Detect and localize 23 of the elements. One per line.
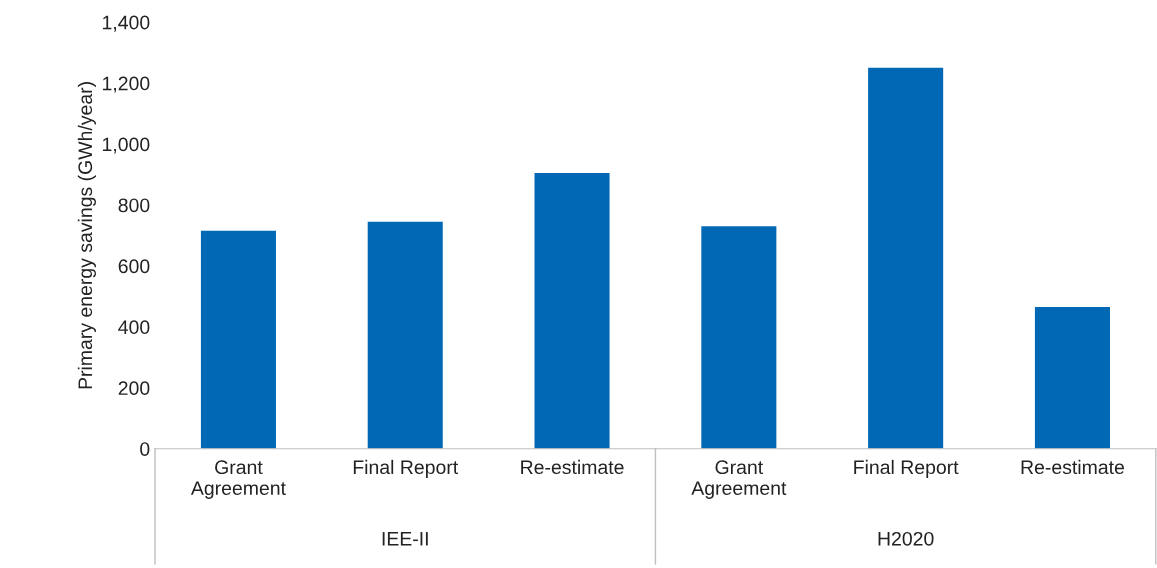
x-tick-label: Final Report — [854, 459, 959, 478]
bar — [1034, 307, 1110, 449]
y-tick-label: 400 — [118, 320, 150, 335]
y-tick-label: 200 — [118, 381, 150, 396]
x-tick-label: Re-estimate — [1021, 459, 1124, 475]
x-tick-label: Final Report — [353, 459, 459, 478]
y-tick-label: 1,000 — [103, 137, 150, 154]
y-tick-label: 800 — [118, 198, 150, 213]
bar — [534, 172, 610, 449]
bar — [868, 67, 944, 449]
y-tick-label: 600 — [118, 259, 150, 274]
y-tick-label: 1,400 — [103, 15, 150, 32]
bar — [200, 230, 276, 449]
y-tick-label: 0 — [140, 442, 150, 456]
y-axis-title: Primary energy savings (GWh/year) — [77, 82, 96, 389]
x-tick-label: Re-estimate — [521, 459, 624, 475]
x-tick-label: Grant Agreement — [190, 460, 286, 499]
bar — [367, 221, 443, 449]
x-tick-label: Grant Agreement — [691, 460, 787, 499]
text: IEE-II — [382, 532, 428, 546]
text: H2020 — [878, 531, 934, 546]
y-tick-label: 1,200 — [103, 76, 150, 93]
bar — [701, 226, 777, 449]
